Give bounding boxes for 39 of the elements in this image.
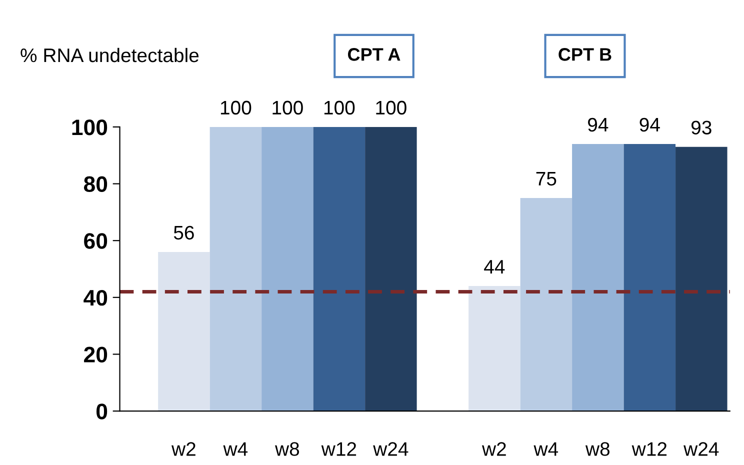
- bar: [520, 198, 572, 412]
- data-label: 93: [692, 120, 712, 134]
- text: CPT B: [558, 48, 612, 61]
- data-label: 75: [536, 172, 556, 186]
- bar: [676, 146, 728, 412]
- y-axis-title: % RNA undetectable: [20, 48, 199, 62]
- data-label: 100: [220, 100, 252, 115]
- bar: [158, 252, 210, 412]
- x-tick-label: w12: [632, 442, 667, 456]
- y-tick-label: 40: [84, 290, 108, 306]
- x-tick-label: w8: [274, 442, 300, 456]
- data-label: 100: [376, 100, 406, 115]
- x-tick-label: w4: [223, 442, 248, 456]
- data-label: 100: [324, 100, 355, 115]
- x-tick-label: w4: [534, 442, 558, 456]
- bar: [468, 286, 520, 412]
- bar: [210, 126, 262, 412]
- y-tick-label: 100: [72, 119, 108, 136]
- text: CPT A: [348, 48, 400, 61]
- x-tick-label: w24: [684, 442, 719, 456]
- data-label: 56: [174, 226, 194, 240]
- bar: [262, 126, 314, 412]
- bar: [572, 144, 624, 412]
- x-tick-label: w2: [482, 442, 506, 456]
- x-tick-label: w2: [171, 442, 196, 456]
- data-label: 100: [272, 100, 303, 115]
- data-label: 44: [484, 260, 505, 274]
- data-label: 94: [640, 118, 660, 132]
- x-tick-label: w8: [585, 442, 610, 456]
- bar: [313, 126, 366, 412]
- y-tick-label: 80: [84, 176, 108, 192]
- y-tick-label: 20: [84, 346, 108, 363]
- y-tick-label: 0: [96, 404, 108, 420]
- data-label: 94: [588, 118, 608, 132]
- bar: [624, 144, 676, 412]
- x-tick-label: w12: [321, 442, 356, 456]
- bar: [365, 126, 417, 412]
- x-tick-label: w24: [373, 442, 408, 456]
- y-tick-label: 60: [84, 233, 108, 249]
